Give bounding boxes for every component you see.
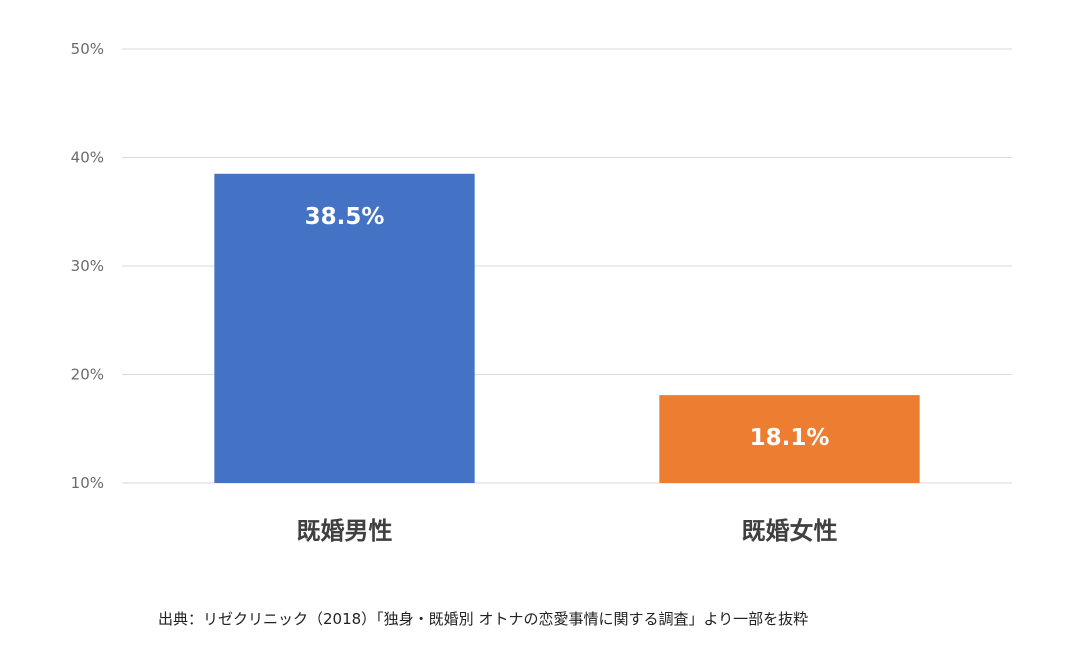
source-note: 出典：リゼクリニック（2018）「独身・既婚別 オトナの恋愛事情に関する調査」よ… [158,610,809,628]
bar-2 [659,395,920,483]
x-axis-categories: 既婚男性 既婚女性 [297,517,838,545]
data-labels: 38.5% 18.1% [305,204,830,451]
y-tick-label-30: 30% [71,257,104,275]
data-label-2: 18.1% [750,425,830,451]
y-axis-ticks: 10% 20% 30% 40% 50% [71,40,104,492]
bars [214,173,920,483]
category-label-1: 既婚男性 [297,517,393,545]
category-label-2: 既婚女性 [742,517,838,545]
y-tick-label-20: 20% [71,366,104,384]
y-tick-label-40: 40% [71,149,104,167]
data-label-1: 38.5% [305,204,385,230]
bar-1 [214,173,475,483]
y-tick-label-50: 50% [71,40,104,58]
y-tick-label-10: 10% [71,474,104,492]
